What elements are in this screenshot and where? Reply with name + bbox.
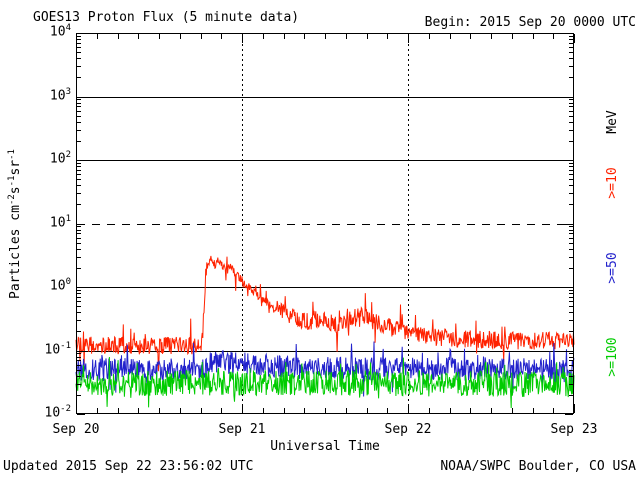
chart-title: GOES13 Proton Flux (5 minute data) [33, 10, 300, 25]
y-tick-label-1e-1: 10-1 [44, 340, 72, 357]
y-axis-title: Particles cm-2s-1sr-1 [6, 149, 24, 299]
source-attribution: NOAA/SWPC Boulder, CO USA [440, 459, 636, 474]
y-tick-label-1e1: 101 [49, 213, 71, 230]
y-tick-label-1e-2: 10-2 [44, 404, 72, 421]
plot-area [75, 33, 575, 415]
updated-timestamp: Updated 2015 Sep 22 23:56:02 UTC [3, 459, 254, 474]
x-axis-title: Universal Time [270, 439, 380, 454]
y-tick-label-1e4: 104 [49, 23, 71, 40]
legend-ge10-label: >=10 [605, 167, 620, 199]
y-tick-label-1e3: 103 [49, 86, 71, 103]
x-tick-label-sep22: Sep 22 [384, 422, 432, 437]
y-tick-label-1e2: 102 [49, 150, 71, 167]
x-tick-label-sep21: Sep 21 [218, 422, 266, 437]
x-tick-label-sep23: Sep 23 [550, 422, 598, 437]
legend-ge100-label: >=100 [605, 337, 620, 377]
y-tick-label-1e0: 100 [49, 277, 71, 294]
x-tick-label-sep20: Sep 20 [52, 422, 100, 437]
begin-time-label: Begin: 2015 Sep 20 0000 UTC [424, 15, 636, 30]
legend-ge50-label: >=50 [605, 252, 620, 284]
right-axis-unit-label: MeV [605, 110, 620, 134]
